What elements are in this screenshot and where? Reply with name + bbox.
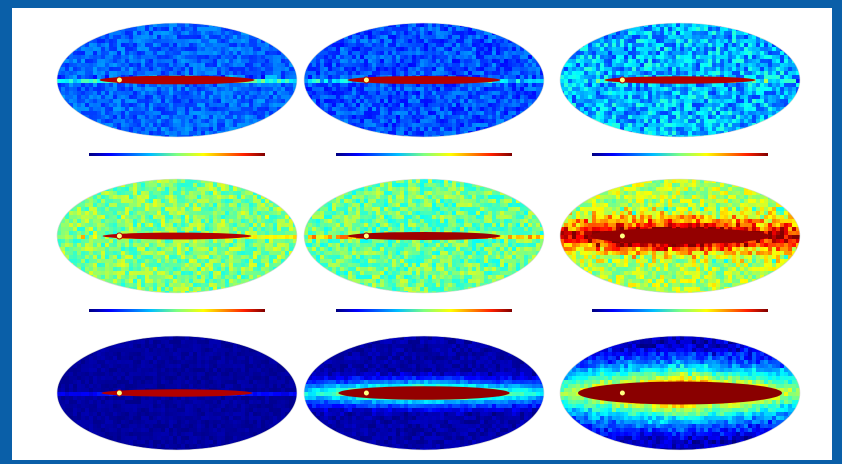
galactic-plane	[347, 232, 501, 240]
sky-map-texture	[57, 336, 297, 450]
map-outline	[559, 178, 801, 294]
sky-map-panel-1-2	[303, 22, 545, 156]
sky-map-panel-2-1	[56, 178, 298, 312]
sky-map-texture	[560, 336, 800, 450]
colorbar	[336, 153, 512, 156]
map-outline	[56, 178, 298, 294]
galactic-plane	[590, 228, 770, 244]
map-outline	[303, 335, 545, 451]
galactic-plane	[578, 381, 782, 405]
galactic-plane	[347, 76, 501, 84]
sky-map-panel-3-2	[303, 335, 545, 451]
sky-map-texture	[304, 179, 544, 293]
sky-map-panel-2-3	[559, 178, 801, 312]
sky-map-texture	[57, 23, 297, 137]
galactic-plane	[338, 386, 510, 400]
figure-frame	[12, 8, 832, 460]
sky-map-panel-1-3	[559, 22, 801, 156]
galactic-plane	[99, 75, 255, 85]
sky-map-texture	[560, 23, 800, 137]
galactic-plane	[102, 232, 252, 240]
map-outline	[303, 22, 545, 138]
map-outline	[559, 22, 801, 138]
colorbar	[89, 309, 265, 312]
colorbar	[592, 309, 768, 312]
galactic-plane	[604, 76, 756, 84]
sky-map-texture	[304, 336, 544, 450]
sky-map-panel-3-3	[559, 335, 801, 451]
sky-map-grid	[56, 22, 801, 451]
sky-map-panel-2-2	[303, 178, 545, 312]
colorbar	[89, 153, 265, 156]
map-outline	[56, 335, 298, 451]
sky-map-texture	[560, 179, 800, 293]
map-outline	[56, 22, 298, 138]
map-outline	[559, 335, 801, 451]
sky-map-panel-1-1	[56, 22, 298, 156]
colorbar	[336, 309, 512, 312]
colorbar	[592, 153, 768, 156]
sky-map-texture	[304, 23, 544, 137]
sky-map-texture	[57, 179, 297, 293]
galactic-plane	[101, 389, 253, 397]
sky-map-panel-3-1	[56, 335, 298, 451]
map-outline	[303, 178, 545, 294]
